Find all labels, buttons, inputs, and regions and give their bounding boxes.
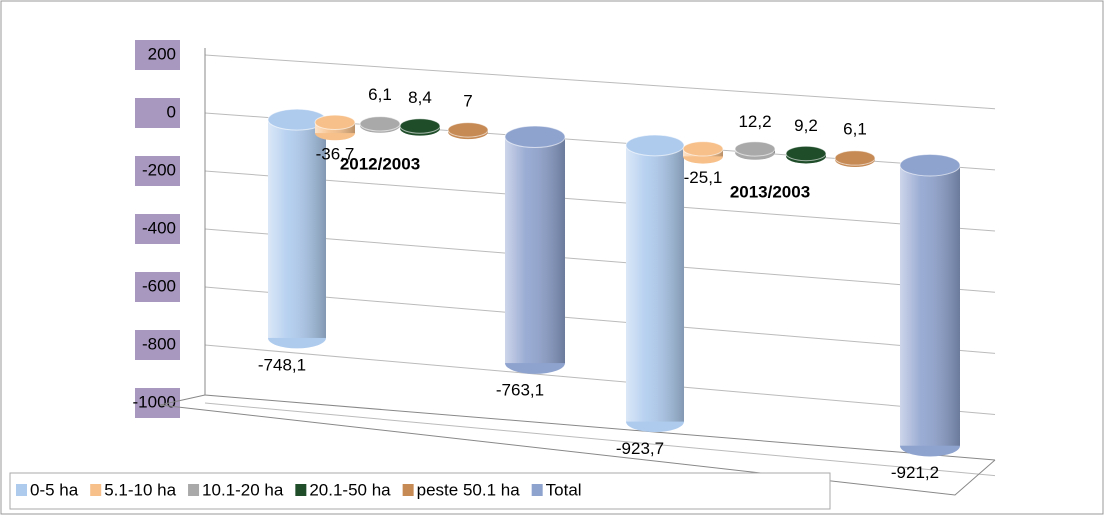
y-tick-bg bbox=[135, 156, 180, 186]
value-label: 7 bbox=[463, 91, 472, 110]
y-tick-bg bbox=[135, 330, 180, 360]
value-label: -923,7 bbox=[616, 439, 664, 458]
legend-label: 5.1-10 ha bbox=[104, 480, 176, 499]
bar-shade bbox=[900, 165, 960, 446]
y-tick-label: -200 bbox=[142, 160, 176, 179]
legend-label: 20.1-50 ha bbox=[309, 480, 391, 499]
category-label: 2013/2003 bbox=[730, 182, 810, 201]
value-label: 6,1 bbox=[368, 85, 392, 104]
legend-swatch bbox=[90, 484, 102, 496]
value-label: 9,2 bbox=[794, 116, 818, 135]
cylinder-top bbox=[359, 116, 401, 132]
cylinder-top bbox=[785, 145, 827, 162]
bar-shade bbox=[505, 136, 565, 364]
value-label: -748,1 bbox=[258, 355, 306, 374]
y-tick-bg bbox=[135, 272, 180, 302]
cylinder-top bbox=[899, 153, 961, 177]
legend-swatch bbox=[188, 484, 200, 496]
grid-line bbox=[204, 344, 996, 416]
legend-label: peste 50.1 ha bbox=[417, 480, 521, 499]
value-label: -763,1 bbox=[496, 381, 544, 400]
legend-swatch bbox=[295, 484, 307, 496]
legend-swatch bbox=[402, 484, 414, 496]
y-tick-label: -600 bbox=[142, 276, 176, 295]
legend-label: 0-5 ha bbox=[30, 480, 79, 499]
y-tick-label: -800 bbox=[142, 334, 176, 353]
bar-shade bbox=[626, 145, 684, 422]
value-label: -36,7 bbox=[316, 145, 355, 164]
y-tick-bg bbox=[135, 40, 180, 70]
cylinder-top bbox=[682, 141, 724, 157]
y-tick-bg bbox=[135, 98, 180, 128]
legend: 0-5 ha 5.1-10 ha 10.1-20 ha 20.1-50 ha peste… bbox=[16, 480, 582, 499]
bar-shade bbox=[268, 119, 326, 338]
legend-swatch bbox=[531, 484, 543, 496]
legend-box bbox=[9, 472, 831, 510]
cylinder-top bbox=[399, 118, 441, 134]
cylinder-top bbox=[625, 134, 685, 157]
legend-label: Total bbox=[546, 480, 582, 499]
cylinder-top bbox=[834, 150, 876, 166]
y-tick-label: 0 bbox=[167, 102, 176, 121]
bars: 2012/2003 2013/2003 -748,1 -923,7 -36,7 -25,1… bbox=[258, 85, 961, 482]
y-tick-bg bbox=[135, 214, 180, 244]
category-label: 2012/2003 bbox=[340, 154, 420, 173]
cylinder-top bbox=[734, 141, 776, 157]
grid-line bbox=[204, 286, 996, 354]
cylinder-top bbox=[447, 122, 489, 138]
legend-label: 10.1-20 ha bbox=[202, 480, 284, 499]
value-label: 12,2 bbox=[738, 112, 771, 131]
y-tick-label: -400 bbox=[142, 218, 176, 237]
value-label: 8,4 bbox=[408, 88, 432, 107]
y-tick-label: 200 bbox=[148, 44, 176, 63]
grid-line bbox=[204, 402, 996, 477]
grid-line bbox=[204, 54, 996, 110]
value-label: 6,1 bbox=[843, 119, 867, 138]
value-label: -921,2 bbox=[891, 463, 939, 482]
grid-line bbox=[204, 170, 996, 232]
y-tick-label: -1000 bbox=[133, 392, 176, 411]
grid-line bbox=[204, 228, 996, 293]
floor bbox=[159, 394, 996, 496]
value-label: -25,1 bbox=[684, 168, 723, 187]
legend-swatch bbox=[16, 484, 27, 496]
cylinder-top bbox=[314, 114, 356, 131]
cylinder-top bbox=[504, 125, 566, 149]
y-tick-bg bbox=[135, 388, 180, 418]
